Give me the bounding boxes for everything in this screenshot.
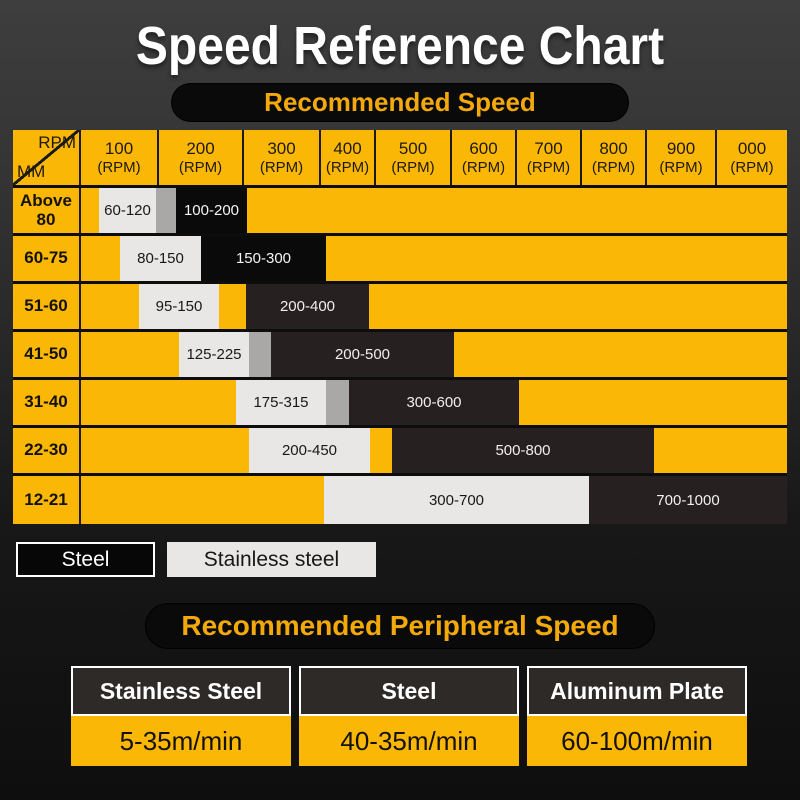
rpm-unit: (RPM) [259, 158, 304, 176]
material-name: Aluminum Plate [527, 666, 747, 716]
rpm-column-header: 400 (RPM) [321, 130, 376, 185]
steel-range-bar: 150-300 [201, 236, 326, 281]
diameter-label: 22-30 [13, 428, 81, 473]
diameter-label: 41-50 [13, 332, 81, 377]
diameter-label: 60-75 [13, 236, 81, 281]
diameter-label: 51-60 [13, 284, 81, 329]
diameter-label: Above 80 [13, 188, 81, 233]
material-speed-value: 40-35m/min [299, 716, 519, 766]
corner-mm-label: MM [17, 162, 46, 181]
stainless-range-bar: 175-315 [236, 380, 326, 425]
rpm-header-row: RPM MM 100 (RPM) 200 (RPM) 300 (RPM) 400 (RPM) 5… [13, 130, 787, 188]
rpm-column-header: 000 (RPM) [717, 130, 787, 185]
material-name: Stainless Steel [71, 666, 291, 716]
rpm-value: 000 [737, 139, 767, 159]
stainless-range-bar: 125-225 [179, 332, 249, 377]
material-speed-value: 5-35m/min [71, 716, 291, 766]
rpm-value: 300 [267, 139, 296, 159]
connector-segment [326, 380, 349, 425]
steel-range-bar: 500-800 [392, 428, 654, 473]
table-row: 125-225 200-500 41-50 [13, 332, 787, 380]
material-card: Stainless Steel 5-35m/min [71, 666, 291, 766]
rpm-value: 100 [104, 139, 134, 159]
rpm-column-header: 200 (RPM) [159, 130, 244, 185]
table-row: 95-150 200-400 51-60 [13, 284, 787, 332]
steel-range-bar: 300-600 [349, 380, 519, 425]
speed-table: RPM MM 100 (RPM) 200 (RPM) 300 (RPM) 400 (RPM) 5… [13, 130, 787, 524]
peripheral-speed-cards: Stainless Steel 5-35m/min Steel 40-35m/min A… [71, 666, 747, 766]
legend-stainless: Stainless steel [167, 542, 376, 577]
material-speed-value: 60-100m/min [527, 716, 747, 766]
rpm-value: 700 [534, 139, 563, 159]
diameter-label: 31-40 [13, 380, 81, 425]
rpm-unit: (RPM) [325, 158, 370, 176]
table-row: 80-150 150-300 60-75 [13, 236, 787, 284]
rpm-unit: (RPM) [391, 158, 435, 176]
legend: Steel Stainless steel [16, 542, 376, 577]
legend-steel: Steel [16, 542, 155, 577]
rpm-column-header: 600 (RPM) [452, 130, 517, 185]
corner-rpm-label: RPM [38, 133, 76, 152]
peripheral-speed-heading: Recommended Peripheral Speed [146, 604, 654, 648]
rpm-column-header: 300 (RPM) [244, 130, 321, 185]
steel-range-bar: 200-500 [271, 332, 454, 377]
rpm-value: 800 [599, 139, 628, 159]
rpm-column-header: 100 (RPM) [81, 130, 159, 185]
rpm-unit: (RPM) [659, 158, 703, 176]
table-row: 200-450 500-800 22-30 [13, 428, 787, 476]
material-card: Aluminum Plate 60-100m/min [527, 666, 747, 766]
rpm-column-header: 900 (RPM) [647, 130, 717, 185]
rpm-value: 400 [333, 139, 362, 159]
stainless-range-bar: 95-150 [139, 284, 219, 329]
stainless-range-bar: 80-150 [120, 236, 201, 281]
stainless-range-bar: 200-450 [249, 428, 370, 473]
stainless-range-bar: 60-120 [99, 188, 156, 233]
rpm-unit: (RPM) [461, 158, 506, 176]
rpm-column-header: 800 (RPM) [582, 130, 647, 185]
rpm-column-header: 700 (RPM) [517, 130, 582, 185]
rpm-unit: (RPM) [526, 158, 571, 176]
table-row: 175-315 300-600 31-40 [13, 380, 787, 428]
diameter-label: 12-21 [13, 476, 81, 524]
rpm-value: 900 [666, 139, 696, 159]
connector-segment [156, 188, 176, 233]
table-row: 60-120 100-200 Above 80 [13, 188, 787, 236]
rpm-value: 500 [398, 139, 428, 159]
rpm-unit: (RPM) [730, 158, 774, 176]
page-title: Speed Reference Chart [135, 17, 665, 77]
material-card: Steel 40-35m/min [299, 666, 519, 766]
steel-range-bar: 100-200 [176, 188, 247, 233]
speed-table-rows: 60-120 100-200 Above 80 80-150 150-300 60-75 9… [13, 188, 787, 524]
rpm-unit: (RPM) [591, 158, 636, 176]
material-name: Steel [299, 666, 519, 716]
rpm-value: 600 [469, 139, 498, 159]
rpm-mm-corner-cell: RPM MM [13, 130, 81, 185]
rpm-unit: (RPM) [178, 158, 223, 176]
stainless-range-bar: 300-700 [324, 476, 589, 524]
recommended-speed-heading: Recommended Speed [172, 84, 628, 121]
table-row: 300-700 700-1000 12-21 [13, 476, 787, 524]
rpm-value: 200 [186, 139, 215, 159]
rpm-column-header: 500 (RPM) [376, 130, 452, 185]
rpm-unit: (RPM) [97, 158, 141, 176]
steel-range-bar: 700-1000 [589, 476, 787, 524]
steel-range-bar: 200-400 [246, 284, 369, 329]
connector-segment [249, 332, 271, 377]
